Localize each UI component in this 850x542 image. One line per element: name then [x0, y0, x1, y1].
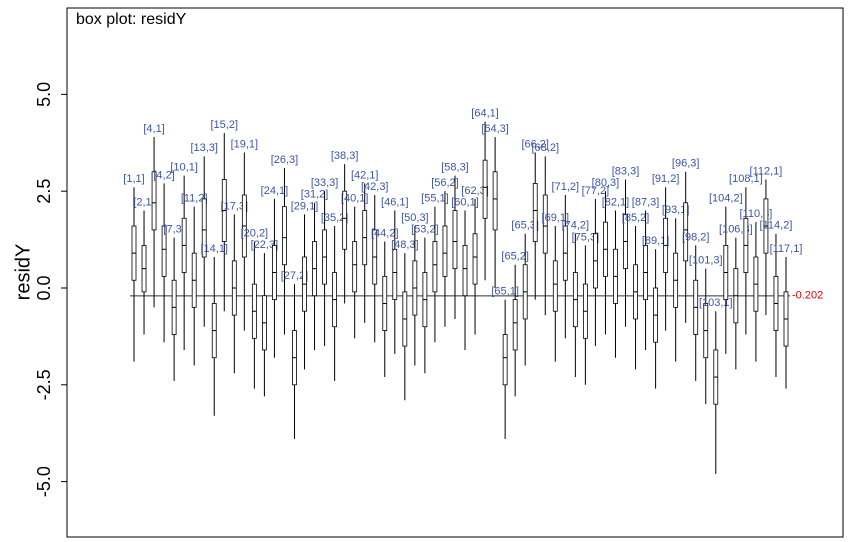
box-label: [60,1]	[451, 196, 479, 208]
box	[432, 241, 438, 293]
box-label: [91,2]	[652, 173, 680, 185]
box	[462, 244, 468, 297]
box-label: [24,1]	[261, 185, 289, 197]
box-label: [114,2]	[760, 220, 793, 232]
box	[502, 334, 508, 386]
box	[151, 171, 157, 231]
box	[512, 299, 518, 351]
box-label: [38,3]	[331, 150, 359, 162]
box	[201, 198, 207, 258]
box-label: [50,3]	[401, 212, 429, 224]
box-label: [56,2]	[431, 177, 459, 189]
box-label: [15,2]	[211, 119, 239, 131]
box-label: [40,1]	[341, 193, 369, 205]
box-label: [27,2]	[281, 270, 309, 282]
box-label: [53,2]	[411, 224, 439, 236]
box	[442, 225, 448, 277]
box-label: [20,2]	[241, 227, 269, 239]
box-label: [82,1]	[602, 196, 630, 208]
box-label: [80,3]	[592, 177, 620, 189]
box	[532, 183, 538, 242]
baseline-label: -0.202	[792, 290, 823, 302]
box-label: [69,1]	[542, 212, 570, 224]
box-label: [58,3]	[441, 162, 469, 174]
box-label: [65,2]	[501, 251, 529, 263]
box-label: [35,2]	[321, 212, 349, 224]
box-label: [4,2]	[153, 169, 174, 181]
box-label: [112,1]	[750, 165, 783, 177]
box-label: [68,2]	[531, 142, 559, 154]
box	[161, 225, 167, 277]
box-label: [7,3]	[163, 224, 184, 236]
box	[542, 194, 548, 254]
box-label: [101,3]	[689, 255, 723, 267]
box-label: [55,1]	[421, 193, 449, 205]
y-tick-label: 2.5	[34, 179, 54, 204]
box-label: [26,3]	[271, 154, 299, 166]
y-tick-label: -5.0	[34, 466, 54, 497]
box-label: [33,3]	[311, 177, 339, 189]
box-label: [75,3]	[572, 231, 600, 243]
box-label: [19,1]	[231, 138, 259, 150]
box-label: [104,2]	[709, 193, 743, 205]
chart-title: box plot: residY	[76, 11, 187, 28]
box-label: [10,1]	[170, 162, 198, 174]
box	[342, 190, 348, 250]
box-label: [87,3]	[632, 196, 660, 208]
box-label: [1,1]	[123, 173, 144, 185]
box-label: [65,1]	[491, 286, 519, 298]
box-label: [64,3]	[481, 123, 509, 135]
box-label: [62,3]	[461, 185, 489, 197]
box-label: [17,3]	[221, 200, 249, 212]
box	[452, 210, 458, 270]
box-label: [14,1]	[200, 243, 228, 255]
box-label: [117,1]	[770, 243, 803, 255]
box-label: [93,1]	[662, 204, 690, 216]
box-label: [74,2]	[562, 220, 590, 232]
box-label: [66,2]	[521, 138, 549, 150]
box-label: [44,2]	[371, 227, 399, 239]
box-label: [13,3]	[190, 142, 218, 154]
y-tick-label: 0.0	[34, 275, 54, 300]
box-label: [85,2]	[622, 212, 650, 224]
box-label: [96,3]	[672, 158, 700, 170]
box-label: [22,3]	[251, 239, 279, 251]
box	[492, 171, 498, 231]
box-label: [42,1]	[351, 169, 379, 181]
y-tick-label: -2.5	[34, 369, 54, 400]
box-label: [83,3]	[612, 165, 640, 177]
box	[482, 159, 488, 219]
box-label: [71,2]	[552, 181, 580, 193]
box	[352, 241, 358, 293]
box-label: [103,1]	[699, 297, 733, 309]
box	[392, 248, 398, 301]
y-tick-label: 5.0	[34, 82, 54, 107]
box-label: [42,3]	[361, 181, 389, 193]
y-axis-label: residY	[12, 244, 34, 301]
box	[683, 202, 689, 262]
box-label: [65,3]	[511, 220, 539, 232]
box	[282, 206, 287, 266]
box-label: [31,2]	[301, 189, 329, 201]
box-label: [64,1]	[471, 107, 499, 119]
box-label: [29,1]	[291, 200, 319, 212]
box-label: [77,2]	[582, 185, 610, 197]
box-label: [48,3]	[391, 239, 419, 251]
box	[552, 260, 558, 312]
box-label: [89,1]	[642, 235, 670, 247]
box	[472, 233, 478, 285]
box-label: [46,1]	[381, 196, 409, 208]
box-label: [98,2]	[682, 231, 710, 243]
box-label: [4,1]	[143, 123, 164, 135]
box-label: [2,1]	[133, 196, 154, 208]
box-label: [108,1]	[729, 173, 763, 185]
box-label: [11,2]	[181, 193, 208, 205]
